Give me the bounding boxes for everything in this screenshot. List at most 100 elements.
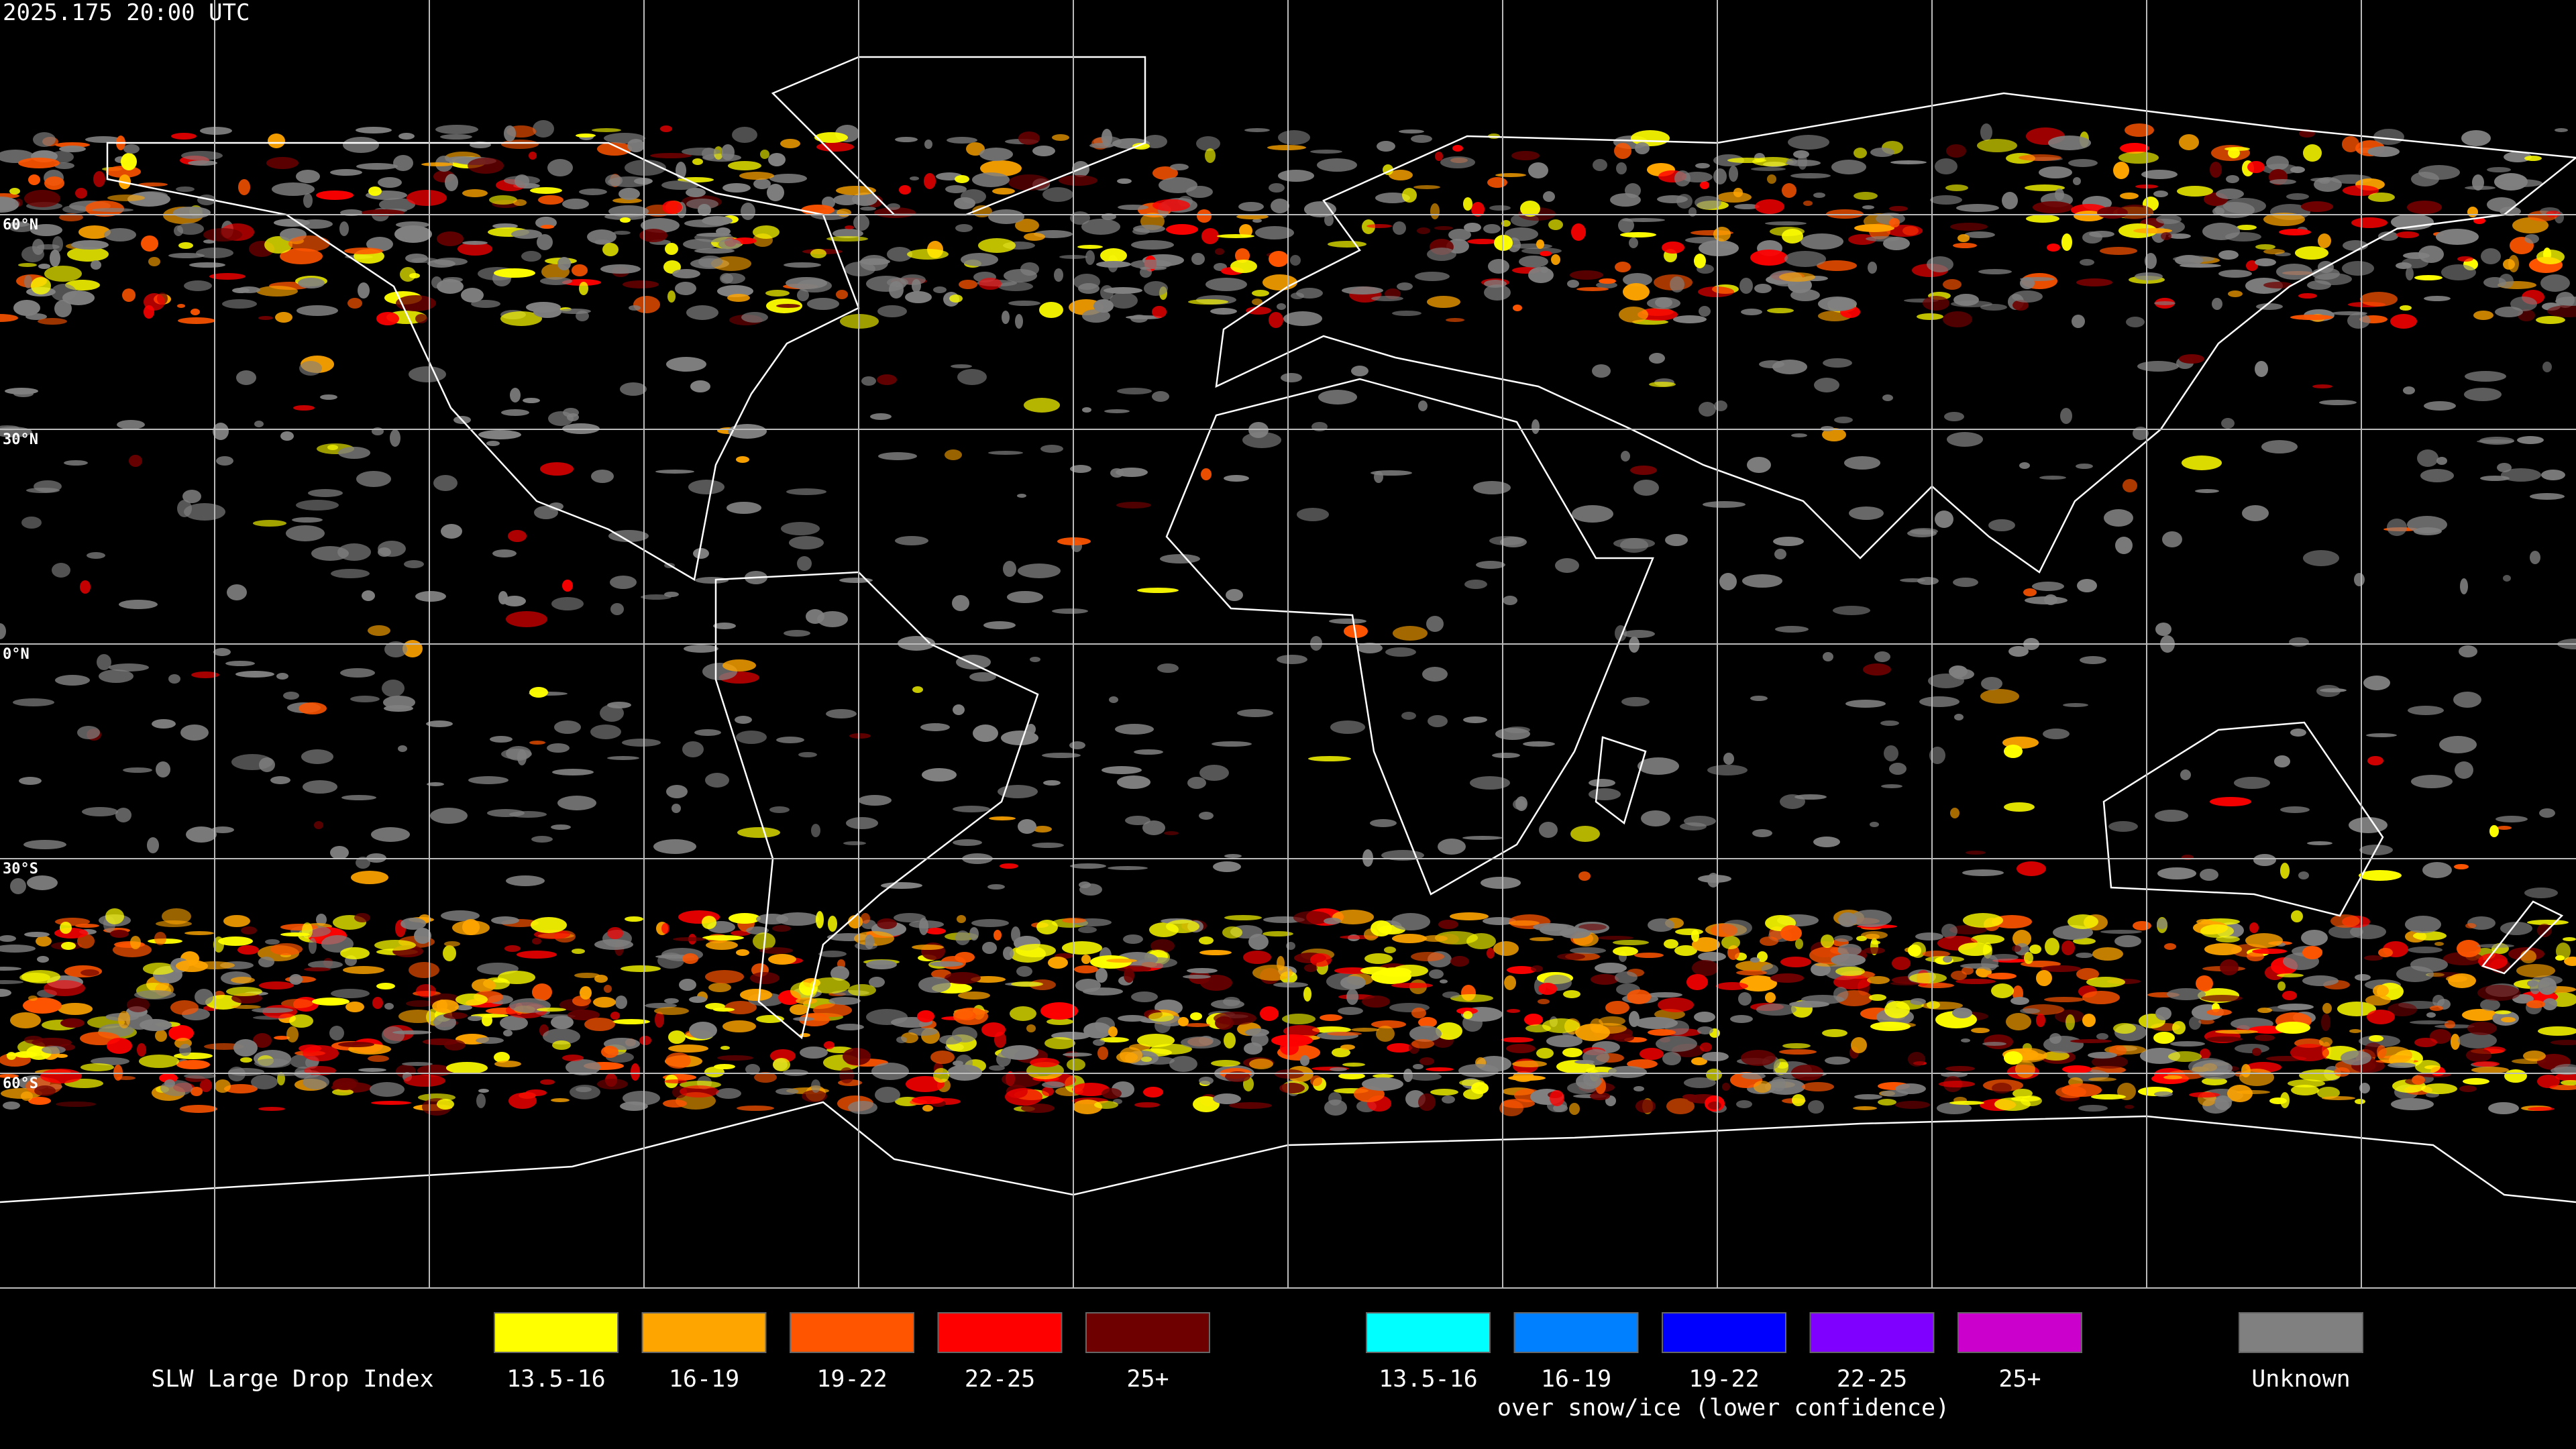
cloud-patch — [272, 182, 315, 196]
cloud-patch — [2489, 825, 2499, 837]
cloud-patch — [414, 928, 431, 944]
cloud-patch — [2088, 1077, 2116, 1081]
cloud-patch — [839, 1067, 854, 1083]
cloud-patch — [2457, 256, 2473, 262]
cloud-patch — [1954, 714, 1964, 720]
cloud-patch — [2004, 1051, 2023, 1065]
cloud-patch — [2439, 736, 2477, 753]
cloud-patch — [2082, 991, 2120, 1004]
cloud-patch — [1572, 505, 1613, 523]
cloud-patch — [1615, 262, 1631, 272]
cloud-patch — [139, 1055, 179, 1068]
cloud-patch — [2215, 1030, 2258, 1034]
cloud-patch — [2086, 977, 2125, 987]
cloud-patch — [1795, 938, 1803, 949]
cloud-patch — [468, 1016, 482, 1021]
cloud-patch — [2547, 305, 2576, 317]
cloud-patch — [2170, 1041, 2205, 1046]
cloud-patch — [1033, 826, 1052, 833]
cloud-patch — [1138, 957, 1177, 968]
cloud-patch — [1185, 1023, 1210, 1027]
cloud-patch — [1895, 1101, 1930, 1109]
cloud-patch — [2540, 274, 2570, 292]
cloud-patch — [1157, 663, 1179, 673]
cloud-patch — [1100, 285, 1114, 300]
cloud-patch — [1282, 1014, 1316, 1024]
cloud-patch — [1536, 1048, 1554, 1059]
cloud-patch — [2291, 910, 2303, 922]
cloud-patch — [28, 996, 38, 1001]
cloud-patch — [2073, 177, 2081, 185]
cloud-patch — [1338, 1007, 1363, 1015]
cloud-patch — [562, 199, 589, 209]
cloud-patch — [226, 987, 262, 996]
cloud-patch — [1018, 564, 1061, 578]
cloud-patch — [1210, 308, 1237, 315]
cloud-patch — [531, 917, 567, 933]
cloud-patch — [1941, 924, 1957, 938]
latitude-label: 0°N — [3, 646, 30, 663]
cloud-patch — [529, 152, 537, 160]
cloud-patch — [1943, 956, 1952, 963]
cloud-patch — [2036, 1014, 2045, 1027]
cloud-patch — [2441, 264, 2476, 280]
cloud-patch — [724, 1001, 757, 1014]
cloud-patch — [1463, 716, 1487, 723]
cloud-patch — [854, 931, 894, 946]
cloud-patch — [1557, 953, 1585, 960]
cloud-patch — [283, 692, 299, 700]
cloud-patch — [298, 278, 325, 288]
cloud-patch — [1003, 561, 1016, 577]
cloud-patch — [1923, 296, 1949, 311]
cloud-patch — [1739, 278, 1753, 294]
cloud-patch — [44, 266, 82, 282]
cloud-patch — [2457, 940, 2481, 957]
cloud-patch — [2036, 970, 2052, 986]
cloud-patch — [1767, 308, 1794, 313]
cloud-patch — [1864, 947, 1885, 954]
cloud-patch — [2461, 130, 2491, 146]
cloud-patch — [2188, 1058, 2229, 1075]
cloud-patch — [2391, 1098, 2434, 1110]
cloud-patch — [802, 1090, 827, 1102]
cloud-patch — [1199, 1077, 1214, 1085]
cloud-patch — [2288, 1079, 2325, 1087]
cloud-patch — [144, 293, 165, 311]
cloud-patch — [1670, 276, 1684, 292]
legend-label: 13.5-16 — [506, 1366, 606, 1393]
cloud-patch — [498, 591, 508, 604]
cloud-patch — [1164, 831, 1179, 835]
cloud-patch — [2396, 262, 2412, 269]
cloud-patch — [1713, 227, 1731, 241]
cloud-patch — [264, 236, 292, 254]
cloud-patch — [816, 142, 854, 152]
cloud-patch — [2068, 159, 2098, 167]
cloud-patch — [1459, 1079, 1485, 1086]
cloud-patch — [846, 817, 878, 829]
cloud-patch — [1910, 998, 1926, 1005]
cloud-patch — [1723, 753, 1734, 765]
cloud-patch — [987, 884, 1005, 890]
cloud-patch — [27, 875, 58, 890]
cloud-patch — [1391, 983, 1433, 988]
cloud-patch — [437, 1099, 454, 1110]
cloud-patch — [24, 190, 60, 207]
cloud-patch — [1117, 388, 1152, 394]
cloud-patch — [2025, 184, 2065, 191]
legend-label: Unknown — [2251, 1366, 2351, 1393]
cloud-patch — [1702, 1052, 1729, 1061]
cloud-patch — [1950, 808, 1960, 818]
cloud-patch — [2403, 252, 2430, 259]
cloud-patch — [1694, 1012, 1715, 1022]
cloud-patch — [1765, 992, 1776, 1003]
cloud-patch — [2202, 1077, 2227, 1085]
cloud-patch — [21, 517, 42, 529]
cloud-patch — [705, 1003, 725, 1010]
cloud-patch — [826, 236, 868, 241]
cloud-patch — [1116, 965, 1151, 972]
cloud-patch — [768, 153, 786, 166]
cloud-patch — [468, 158, 504, 174]
cloud-patch — [85, 136, 121, 143]
cloud-patch — [866, 960, 897, 969]
cloud-patch — [123, 144, 140, 154]
